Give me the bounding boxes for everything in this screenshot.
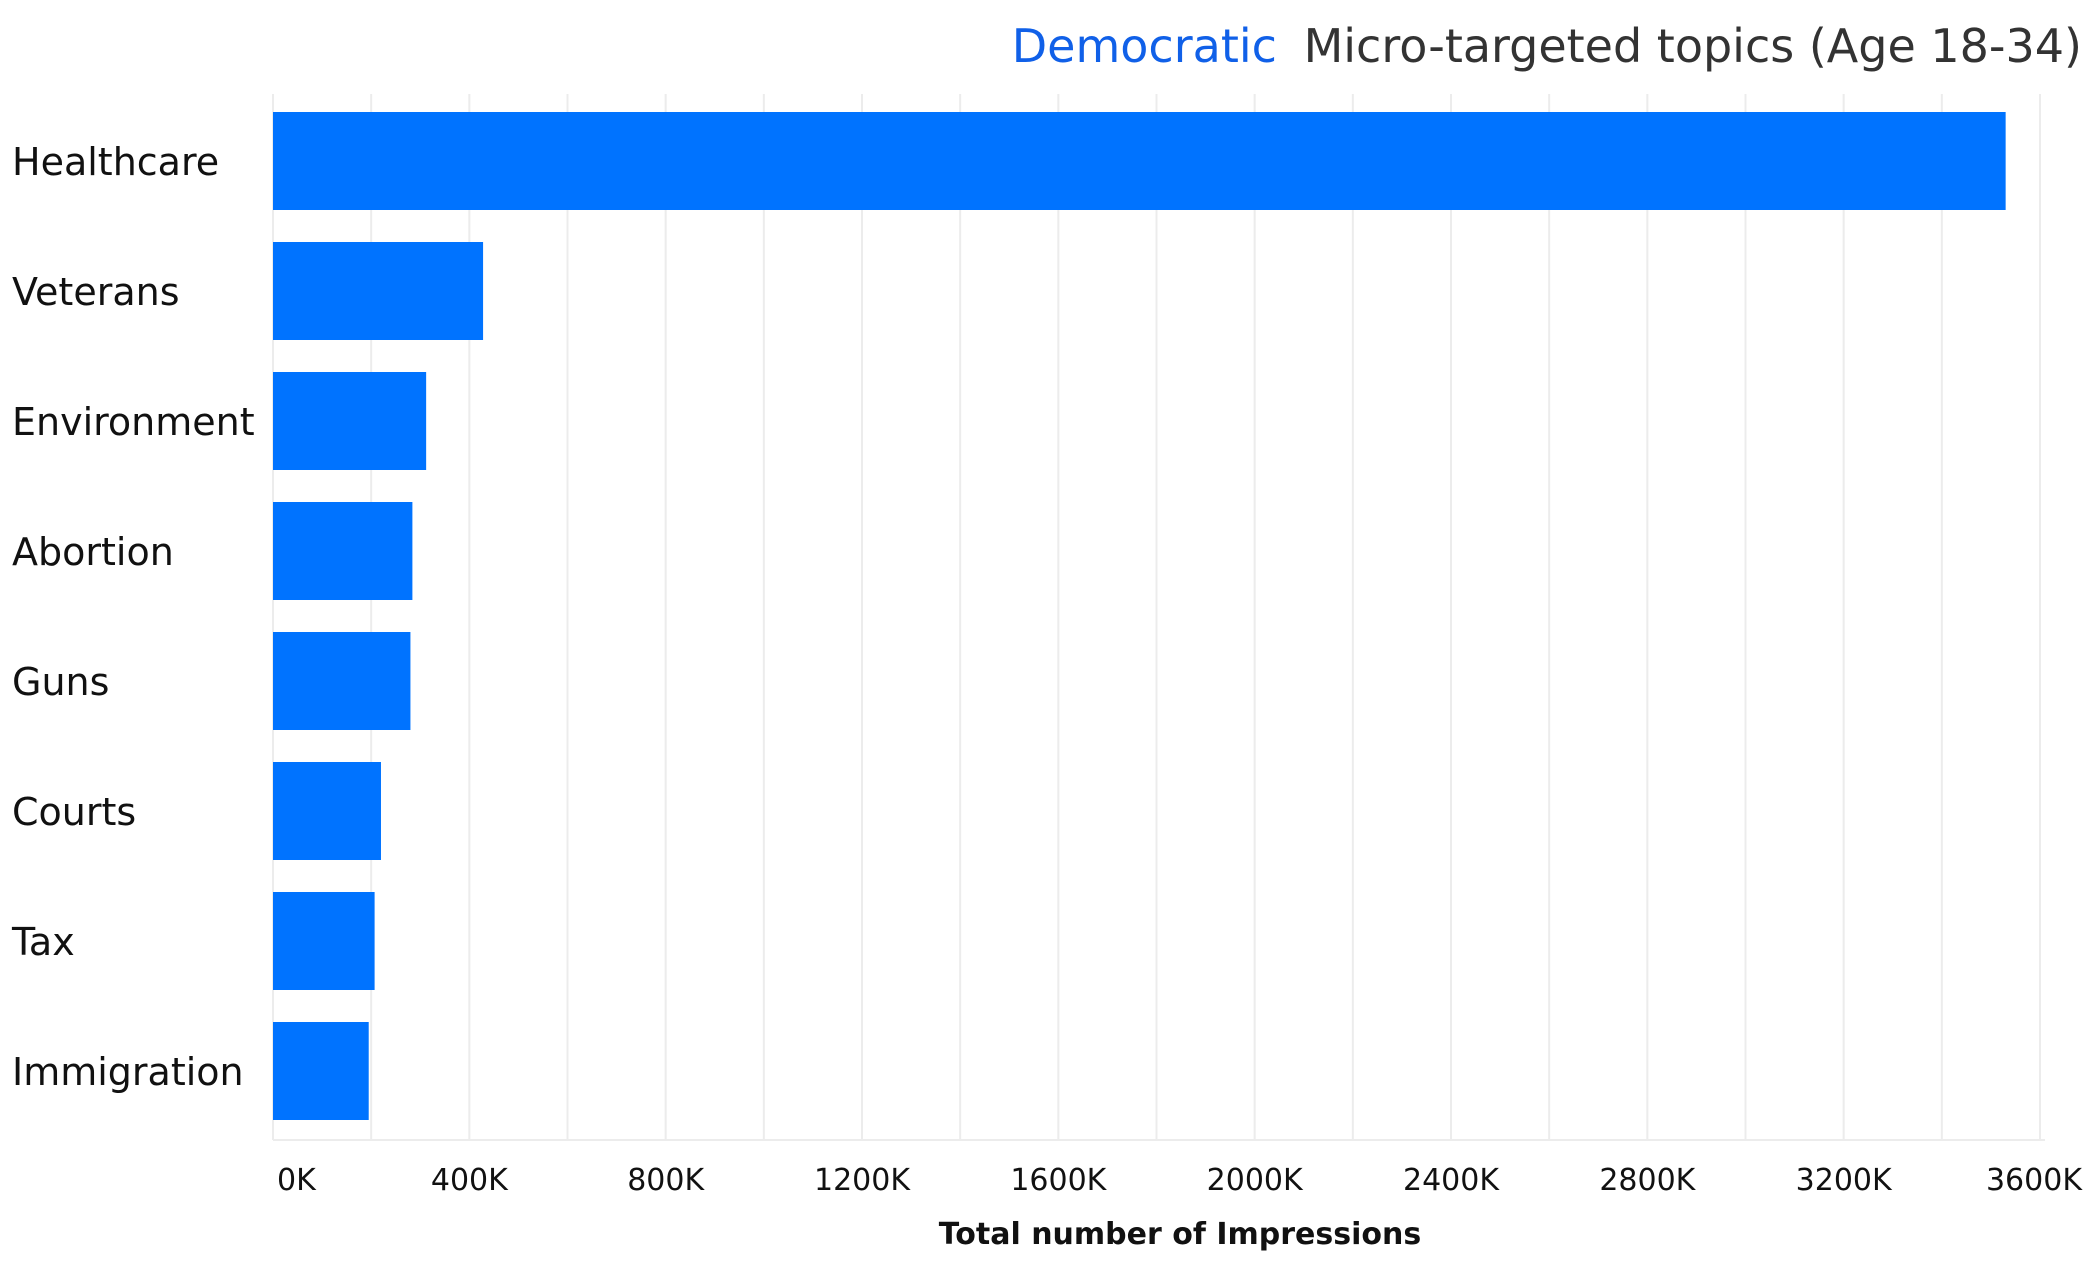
category-label-abortion: Abortion — [12, 530, 174, 574]
category-label-veterans: Veterans — [12, 270, 180, 314]
x-tick-label: 800K — [627, 1163, 705, 1198]
category-label-immigration: Immigration — [12, 1050, 244, 1094]
x-axis-title: Total number of Impressions — [939, 1217, 1421, 1252]
bar-guns — [273, 632, 411, 730]
title-rest: Micro-targeted topics (Age 18-34) — [1304, 19, 2082, 73]
bar-environment — [273, 372, 427, 470]
bar-veterans — [273, 242, 484, 340]
x-tick-label: 400K — [431, 1163, 509, 1198]
bars — [273, 112, 2006, 1120]
bar-abortion — [273, 502, 413, 600]
x-tick-label: 3200K — [1796, 1163, 1893, 1198]
category-label-tax: Tax — [11, 920, 75, 964]
category-labels: Healthcare Veterans Environment Abortion Gun… — [11, 140, 255, 1094]
x-tick-label: 1600K — [1010, 1163, 1107, 1198]
x-tick-label: 2400K — [1403, 1163, 1500, 1198]
category-label-healthcare: Healthcare — [12, 140, 219, 184]
x-tick-label: 3600K — [1986, 1163, 2083, 1198]
category-label-courts: Courts — [12, 790, 136, 834]
x-tick-label: 0K — [277, 1163, 317, 1198]
chart-title: Democratic Micro-targeted topics (Age 18… — [1012, 19, 2082, 73]
bar-tax — [273, 892, 375, 990]
gridlines — [272, 94, 2045, 1141]
x-tick-label: 2800K — [1599, 1163, 1696, 1198]
title-highlight: Democratic — [1012, 19, 1277, 73]
bar-immigration — [273, 1022, 369, 1120]
x-tick-label: 1200K — [814, 1163, 911, 1198]
category-label-environment: Environment — [12, 400, 255, 444]
bar-courts — [273, 762, 381, 860]
x-tick-labels: 0K 400K 800K 1200K 1600K 2000K 2400K 2800K 3200K… — [277, 1163, 2083, 1198]
bar-healthcare — [273, 112, 2006, 210]
x-tick-label: 2000K — [1207, 1163, 1304, 1198]
category-label-guns: Guns — [12, 660, 109, 704]
